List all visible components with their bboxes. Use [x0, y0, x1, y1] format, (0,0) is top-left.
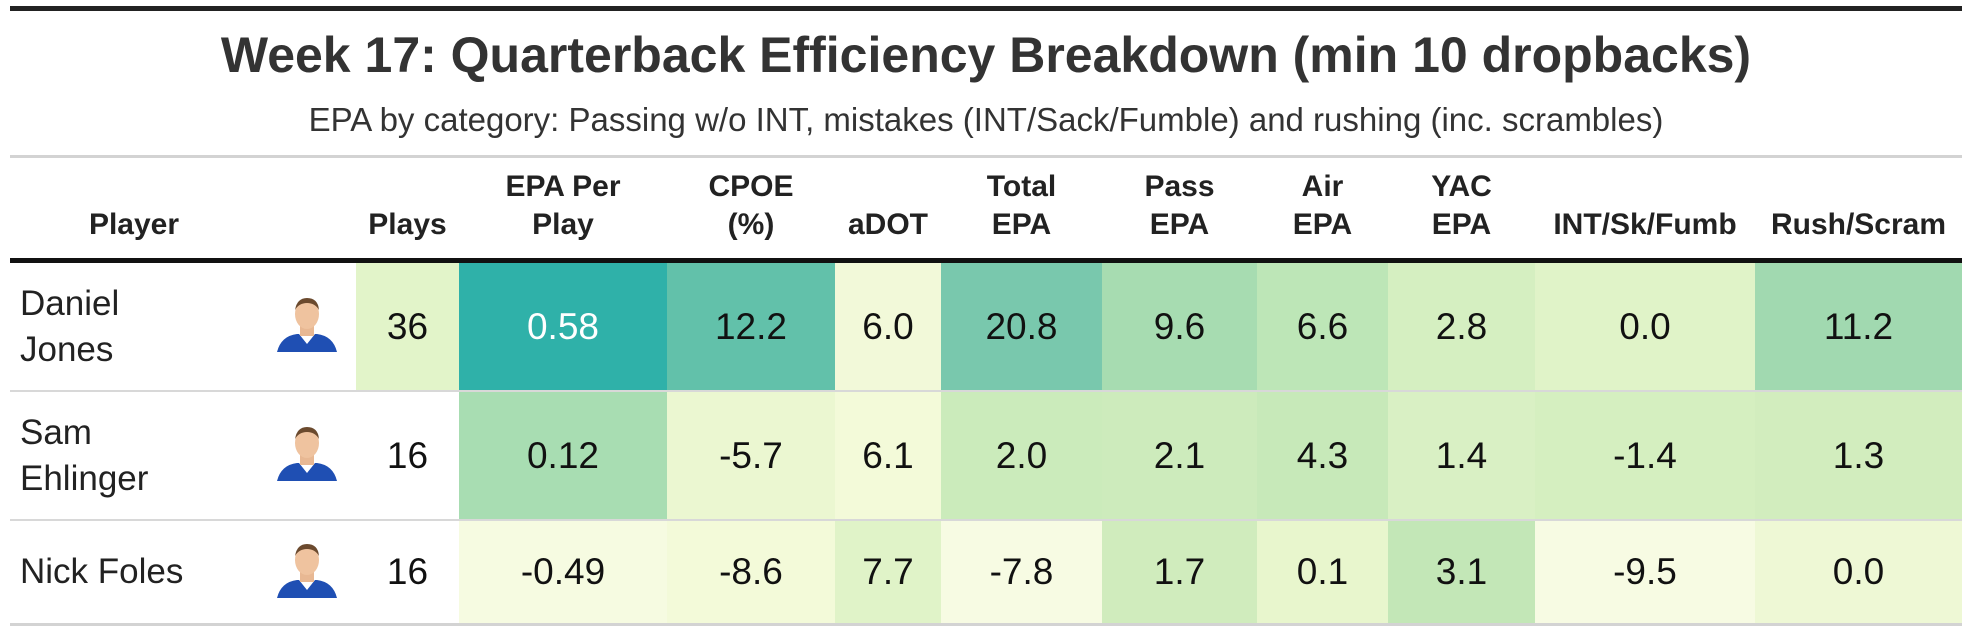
table-cell: 16 — [356, 390, 459, 520]
table-cell: 2.1 — [1102, 390, 1257, 520]
table-cell: 16 — [356, 519, 459, 625]
header-row: Player Plays EPA Per Play CPOE (%) aDOT … — [10, 156, 1962, 263]
table-cell: -7.8 — [941, 519, 1102, 625]
table-row: Sam Ehlinger 16 0.12 -5.7 6.1 2.0 2.1 4.3 1.4 -1.… — [10, 390, 1962, 520]
headshot-cell — [258, 259, 356, 391]
table-cell: 20.8 — [941, 259, 1102, 391]
table-cell: -0.49 — [459, 519, 667, 625]
table-cell: 11.2 — [1755, 259, 1962, 391]
headshot — [277, 543, 337, 598]
headshot — [277, 427, 337, 481]
table-cell: -9.5 — [1535, 519, 1755, 625]
column-header: INT/Sk/Fumb — [1535, 156, 1755, 263]
column-header: Air EPA — [1257, 156, 1388, 263]
subtitle: EPA by category: Passing w/o INT, mistak… — [308, 101, 1664, 138]
table-cell: 6.6 — [1257, 259, 1388, 391]
column-header: Total EPA — [941, 156, 1102, 263]
column-header: Rush/Scram — [1755, 156, 1962, 263]
player-name: Sam Ehlinger — [10, 390, 258, 520]
column-header: Player — [10, 156, 258, 263]
table-cell: 12.2 — [667, 259, 835, 391]
table-cell: 4.3 — [1257, 390, 1388, 520]
table-cell: 1.4 — [1388, 390, 1535, 520]
headshot — [277, 298, 337, 352]
column-header: YAC EPA — [1388, 156, 1535, 263]
column-header: EPA Per Play — [459, 156, 667, 263]
table-body: Daniel Jones 36 0.58 12.2 6.0 20.8 9.6 6.6 2.8 0.… — [10, 259, 1962, 625]
top-rule — [10, 6, 1962, 11]
table-cell: 1.3 — [1755, 390, 1962, 520]
title: Week 17: Quarterback Efficiency Breakdow… — [220, 27, 1752, 83]
table-cell: 0.58 — [459, 259, 667, 391]
column-header: Plays — [356, 156, 459, 263]
table-cell: 0.0 — [1535, 259, 1755, 391]
table-cell: 0.0 — [1755, 519, 1962, 625]
table-cell: 7.7 — [835, 519, 941, 625]
table: Player Plays EPA Per Play CPOE (%) aDOT … — [10, 155, 1962, 626]
table-cell: 6.0 — [835, 259, 941, 391]
table-cell: -1.4 — [1535, 390, 1755, 520]
player-name: Nick Foles — [10, 519, 258, 625]
column-header — [258, 156, 356, 263]
table-cell: -5.7 — [667, 390, 835, 520]
headshot-cell — [258, 390, 356, 520]
table-cell: 2.8 — [1388, 259, 1535, 391]
table-cell: 9.6 — [1102, 259, 1257, 391]
table-cell: 0.1 — [1257, 519, 1388, 625]
headshot-cell — [258, 519, 356, 625]
table-cell: -8.6 — [667, 519, 835, 625]
table-cell: 3.1 — [1388, 519, 1535, 625]
column-header: aDOT — [835, 156, 941, 263]
player-name: Daniel Jones — [10, 259, 258, 391]
table-cell: 1.7 — [1102, 519, 1257, 625]
table-cell: 36 — [356, 259, 459, 391]
table-cell: 6.1 — [835, 390, 941, 520]
column-header: CPOE (%) — [667, 156, 835, 263]
column-header: Pass EPA — [1102, 156, 1257, 263]
table-cell: 2.0 — [941, 390, 1102, 520]
table-row: Nick Foles 16 -0.49 -8.6 7.7 -7.8 1.7 0.1 3.1 -9.… — [10, 519, 1962, 625]
table-row: Daniel Jones 36 0.58 12.2 6.0 20.8 9.6 6.6 2.8 0.… — [10, 259, 1962, 391]
table-cell: 0.12 — [459, 390, 667, 520]
